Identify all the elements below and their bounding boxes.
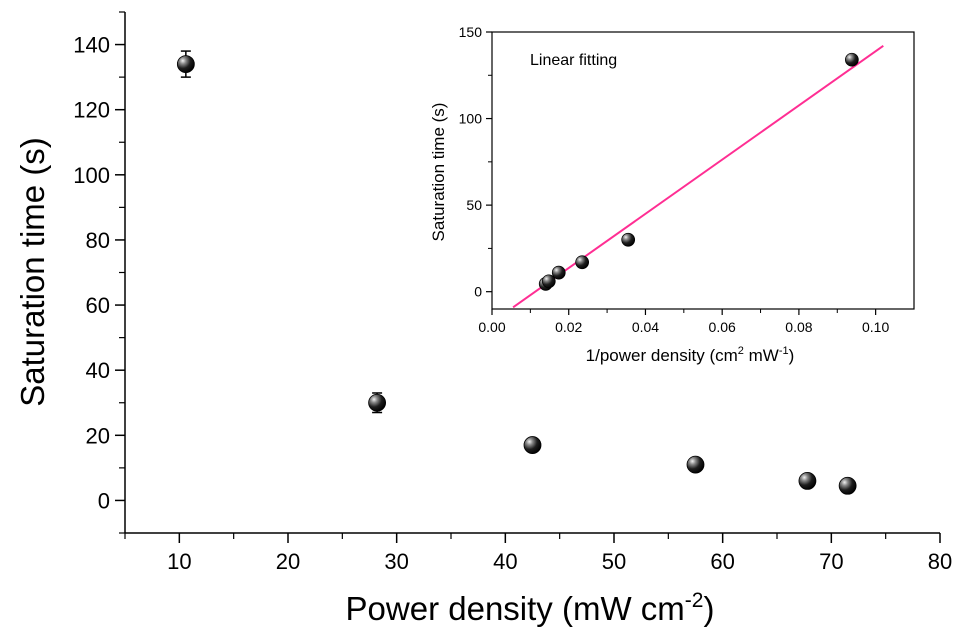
y-tick-label: 80 [86,228,110,253]
inset-y-tick-label: 150 [459,24,483,40]
inset-y-tick-label: 100 [459,111,483,127]
x-tick-label: 70 [819,549,843,574]
inset-data-points [538,52,859,291]
data-point [798,471,817,490]
inset-data-point [621,232,636,247]
inset-x-tick-label: 0.08 [785,319,812,335]
inset-x-tick-label: 0.02 [555,319,582,335]
inset-y-tick-label: 0 [474,284,482,300]
y-tick-label: 0 [98,488,110,513]
main-plot: 10 20 30 40 50 60 70 80 0 20 40 60 80 100 120 140 Satur… [14,11,952,627]
data-point [523,436,542,454]
inset-frame [491,31,915,310]
inset-y-axis-label: Saturation time (s) [429,103,448,242]
inset-data-point [845,52,859,67]
x-tick-label: 40 [493,549,517,574]
data-point [176,55,195,73]
y-tick-label: 100 [73,163,110,188]
fit-line [512,45,884,309]
inset-x-tick-label: 0.00 [478,319,505,335]
x-tick-label: 10 [167,549,191,574]
inset-data-point [551,265,566,280]
y-tick-label: 120 [73,98,110,123]
inset-plot: 0.00 0.02 0.04 0.06 0.08 0.10 0 50 100 150 Linear… [429,24,915,365]
inset-x-axis-label: 1/power density (cm2 mW-1) [586,345,795,365]
inset-data-point [541,274,556,289]
main-y-axis-label: Saturation time (s) [14,137,51,407]
x-tick-label: 80 [928,549,952,574]
x-tick-label: 60 [710,549,734,574]
inset-annotation: Linear fitting [530,52,617,69]
main-ticks: 10 20 30 40 50 60 70 80 0 20 40 60 80 100 120 140 [73,11,952,574]
x-tick-label: 30 [384,549,408,574]
y-tick-label: 20 [86,423,110,448]
data-point [368,393,387,412]
inset-x-tick-label: 0.04 [632,319,659,335]
x-tick-label: 20 [276,549,300,574]
inset-y-tick-label: 50 [466,197,482,213]
inset-ticks: 0.00 0.02 0.04 0.06 0.08 0.10 0 50 100 150 [459,24,890,335]
y-tick-label: 60 [86,293,110,318]
main-data-points [176,50,857,495]
data-point [686,455,705,474]
y-tick-label: 140 [73,33,110,58]
x-tick-label: 50 [602,549,626,574]
data-point [838,476,857,495]
inset-x-tick-label: 0.10 [862,319,889,335]
y-tick-label: 40 [86,358,110,383]
inset-x-tick-label: 0.06 [709,319,736,335]
main-x-axis-label: Power density (mW cm-2) [346,589,715,627]
inset-data-point [575,255,590,270]
